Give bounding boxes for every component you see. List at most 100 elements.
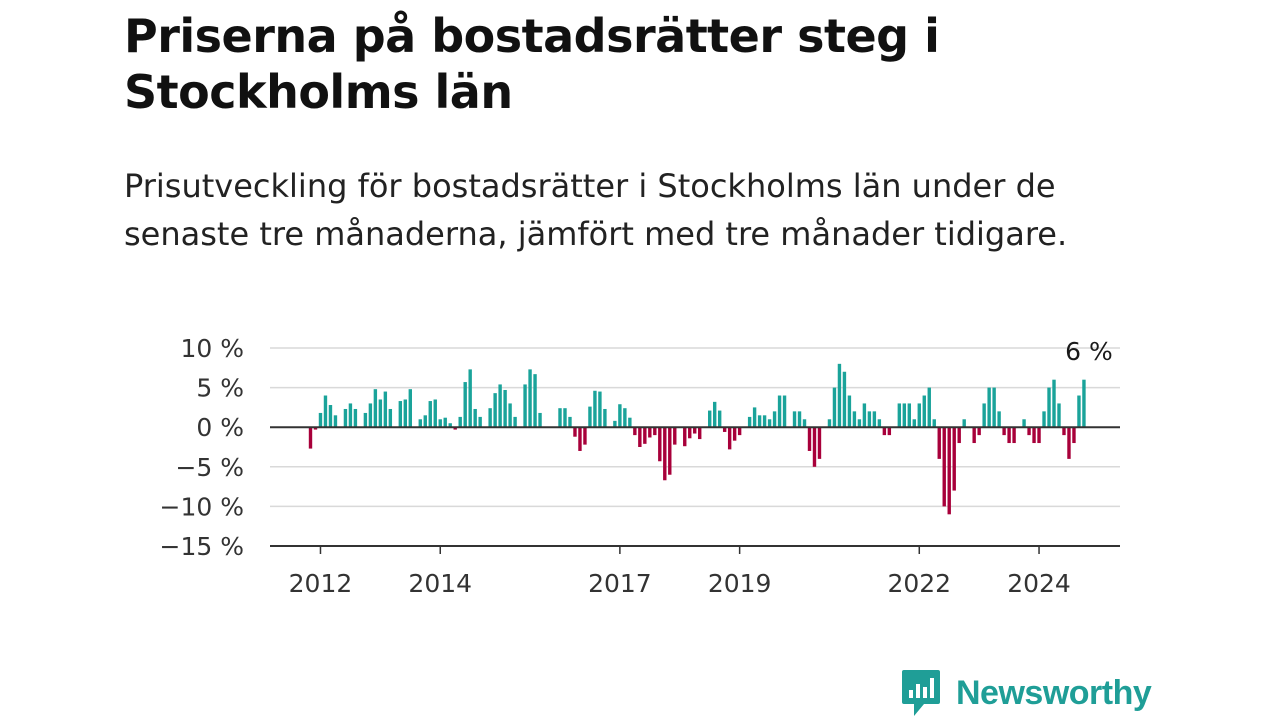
bar: [578, 427, 582, 451]
bar: [912, 419, 916, 428]
bar: [872, 411, 877, 428]
bar: [383, 391, 388, 428]
bar: [857, 419, 862, 428]
bar: [563, 408, 567, 428]
bar: [588, 406, 592, 428]
x-tick-label: 2024: [1007, 569, 1071, 598]
bar: [1037, 427, 1041, 444]
bar: [952, 427, 956, 491]
bar: [468, 369, 472, 428]
bar: [523, 384, 527, 428]
bar: [448, 423, 452, 428]
bar: [1062, 427, 1066, 436]
bar: [428, 401, 432, 428]
bar: [343, 408, 348, 428]
bar: [503, 389, 507, 428]
bar: [1002, 427, 1006, 436]
bar: [1047, 387, 1051, 428]
bar: [453, 427, 457, 430]
bar: [613, 420, 617, 428]
bar: [737, 427, 742, 436]
bar: [463, 382, 467, 428]
last-value-label: 6 %: [1065, 337, 1113, 366]
bar: [618, 404, 622, 428]
bar: [388, 408, 393, 428]
bar: [987, 387, 991, 428]
bar: [907, 403, 911, 428]
bar: [802, 419, 807, 428]
bar: [333, 415, 338, 428]
bar: [458, 416, 462, 428]
bar: [373, 389, 378, 428]
bar: [962, 419, 966, 428]
x-tick-label: 2022: [887, 569, 951, 598]
bar: [722, 427, 727, 432]
bar: [792, 411, 797, 428]
bar: [1082, 379, 1086, 428]
bar: [807, 427, 812, 451]
bar: [313, 427, 318, 430]
y-tick-label: −15 %: [160, 532, 244, 561]
bar: [852, 411, 857, 428]
bar: [633, 427, 637, 436]
bar: [937, 427, 941, 459]
bar: [593, 390, 597, 428]
x-tick-label: 2014: [408, 569, 472, 598]
bar: [732, 427, 737, 441]
bar: [837, 363, 842, 428]
bar: [433, 399, 437, 428]
x-tick-label: 2017: [588, 569, 652, 598]
bar: [408, 389, 412, 428]
bar: [323, 395, 328, 428]
y-tick-label: 10 %: [180, 334, 244, 363]
bar: [663, 427, 667, 481]
bar: [712, 401, 717, 428]
bar: [752, 407, 757, 428]
bar: [1007, 427, 1011, 444]
bar: [812, 427, 817, 467]
bar: [493, 393, 497, 428]
bar: [1052, 379, 1056, 428]
bar: [693, 427, 697, 434]
bar: [328, 405, 333, 428]
bar: [528, 369, 532, 428]
bar: [1032, 427, 1036, 444]
bar: [598, 391, 602, 428]
bar: [533, 374, 537, 428]
x-tick-label: 2012: [289, 569, 353, 598]
newsworthy-logo-icon: [902, 670, 940, 716]
bar: [318, 412, 323, 428]
bar: [762, 415, 767, 428]
bar: [947, 427, 951, 515]
bar: [877, 419, 882, 428]
bar: [498, 384, 502, 428]
chart-subtitle: Prisutveckling för bostadsrätter i Stock…: [124, 167, 1068, 253]
y-tick-label: 5 %: [196, 374, 244, 403]
bar: [673, 427, 677, 445]
bar: [992, 387, 996, 428]
y-tick-label: −5 %: [175, 453, 244, 482]
bar: [643, 427, 647, 444]
bar: [942, 427, 946, 507]
bar: [1072, 427, 1076, 444]
bar: [957, 427, 961, 444]
bar: [443, 417, 447, 428]
bar: [603, 408, 607, 428]
bar: [1027, 427, 1031, 436]
bar: [1067, 427, 1071, 459]
bar: [1077, 395, 1081, 428]
bar: [1042, 411, 1046, 428]
x-tick-label: 2019: [708, 569, 772, 598]
bar: [827, 419, 832, 428]
bar: [847, 395, 852, 428]
bar: [583, 427, 587, 445]
bar-chart: 10 % 5 % 0 % −5 % −10 % −15 % 2012 2014 2017 2019…: [160, 334, 1120, 598]
bar: [797, 411, 802, 428]
bar: [538, 412, 542, 428]
bar: [917, 403, 921, 428]
bar: [708, 410, 712, 428]
bar: [423, 415, 427, 428]
bar: [882, 427, 887, 436]
bar: [897, 403, 902, 428]
bar: [727, 427, 732, 450]
